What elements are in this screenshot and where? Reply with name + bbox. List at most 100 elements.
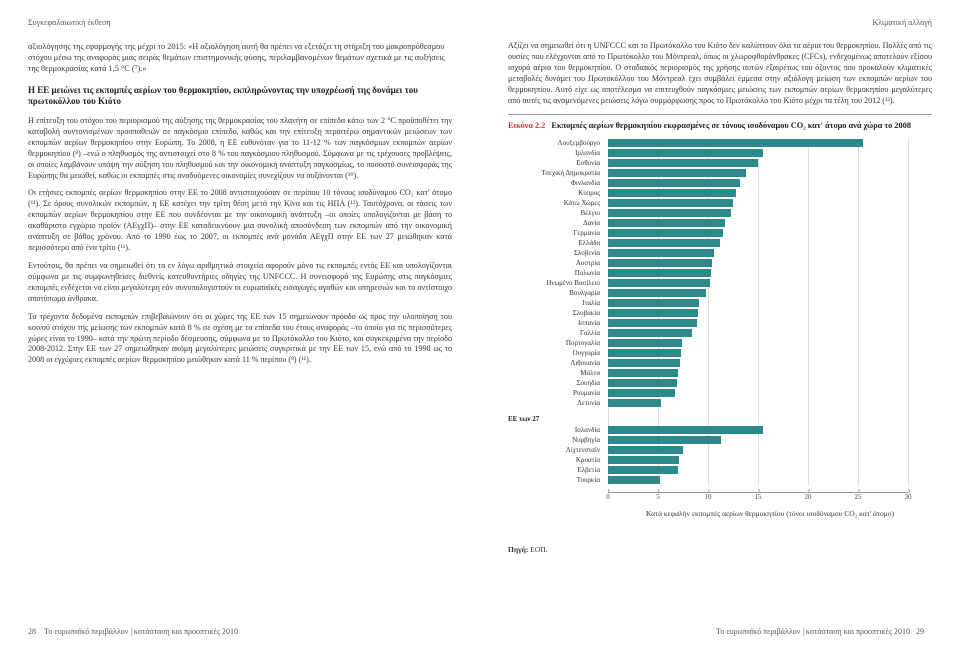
bar-rect	[608, 189, 736, 197]
bar-label: Ελβετία	[508, 466, 604, 475]
footer-text-right: Το ευρωπαϊκό περιβάλλον | κατάσταση και …	[716, 627, 910, 636]
bar-label: Κύπρος	[508, 189, 604, 198]
bar-row: Λουξεμβούργο	[608, 139, 932, 148]
bar-label: Ρουμανία	[508, 389, 604, 398]
bar-row: Τουρκία	[608, 476, 932, 485]
bar-row: Σουηδία	[608, 379, 932, 388]
bar-label: Νορβηγία	[508, 436, 604, 445]
bar-label: Σλοβενία	[508, 249, 604, 258]
bar-label: Γαλλία	[508, 329, 604, 338]
section-title: Η ΕΕ μειώνει τις εκπομπές αερίων του θερ…	[28, 85, 452, 108]
axis-tick: 10	[705, 493, 712, 501]
bar-rect	[608, 249, 714, 257]
bar-row: Κροατία	[608, 456, 932, 465]
bar-rect	[608, 466, 678, 474]
bar-label: Βουλγαρία	[508, 289, 604, 298]
bar-label: Ελλάδα	[508, 239, 604, 248]
bar-label: Τσεχική Δημοκρατία	[508, 169, 604, 178]
bar-row: Ηνωμένο Βασίλειο	[608, 279, 932, 288]
bar-row: Πολωνία	[608, 269, 932, 278]
bar-label: Πολωνία	[508, 269, 604, 278]
bar-row: Γαλλία	[608, 329, 932, 338]
bar-rect	[608, 299, 699, 307]
bar-rect	[608, 476, 660, 484]
bar-rect	[608, 219, 725, 227]
figure-box: Εικόνα 2.2 Εκπομπές αερίων θερμοκηπίου ε…	[508, 114, 932, 554]
bar-label: Εσθονία	[508, 159, 604, 168]
bar-label: Φινλανδία	[508, 179, 604, 188]
chart-bars: ΛουξεμβούργοΙρλανδίαΕσθονίαΤσεχική Δημοκ…	[608, 139, 932, 485]
bar-rect	[608, 259, 712, 267]
bar-rect	[608, 309, 698, 317]
bar-row: Ελλάδα	[608, 239, 932, 248]
chart-area: ΛουξεμβούργοΙρλανδίαΕσθονίαΤσεχική Δημοκ…	[508, 139, 932, 540]
bar-row: Σλοβακία	[608, 309, 932, 318]
bar-row: Φινλανδία	[608, 179, 932, 188]
figure-title-row: Εικόνα 2.2 Εκπομπές αερίων θερμοκηπίου ε…	[508, 121, 932, 131]
bar-label: Κροατία	[508, 456, 604, 465]
bar-label: Τουρκία	[508, 476, 604, 485]
axis-title: Κατά κεφαλήν εκπομπές αερίων θερμοκηπίου…	[608, 509, 932, 518]
bar-rect	[608, 436, 721, 444]
bar-row: Ιρλανδία	[608, 149, 932, 158]
bar-label: Μάλτα	[508, 369, 604, 378]
bar-rect	[608, 209, 731, 217]
footer-right: Το ευρωπαϊκό περιβάλλον | κατάσταση και …	[508, 627, 932, 636]
bar-label: Ιρλανδία	[508, 149, 604, 158]
intro-text: αξιολόγησης της εφαρμογής της μέχρι το 2…	[28, 41, 452, 75]
bar-label: Δανία	[508, 219, 604, 228]
figure-source: Πηγή: ΕΟΠ.	[508, 545, 932, 554]
group-label: ΕΕ των 27	[508, 415, 932, 423]
bar-rect	[608, 149, 763, 157]
bar-row: Μάλτα	[608, 369, 932, 378]
bar-label: Λετονία	[508, 399, 604, 408]
bar-row: Πορτογαλία	[608, 339, 932, 348]
bar-rect	[608, 456, 679, 464]
bar-rect	[608, 329, 692, 337]
page-left: Συγκεφαλαιωτική έκθεση αξιολόγησης της ε…	[0, 0, 480, 646]
source-value: ΕΟΠ.	[530, 545, 547, 554]
bar-row: Βουλγαρία	[608, 289, 932, 298]
bar-row: Εσθονία	[608, 159, 932, 168]
bar-row: Ρουμανία	[608, 389, 932, 398]
bar-rect	[608, 159, 758, 167]
bar-rect	[608, 359, 680, 367]
bar-label: Ηνωμένο Βασίλειο	[508, 279, 604, 288]
axis-tick: 15	[755, 493, 762, 501]
bar-label: Ισπανία	[508, 319, 604, 328]
figure-number: Εικόνα 2.2	[508, 121, 545, 131]
axis-tick: 5	[656, 493, 660, 501]
para-2: Οι ετήσιες εκπομπές αερίων θερμοκηπίου σ…	[28, 188, 452, 254]
axis-tick: 0	[606, 493, 610, 501]
bar-rect	[608, 339, 682, 347]
header-right: Κλιματική αλλαγή	[872, 18, 932, 27]
bar-rect	[608, 169, 746, 177]
bar-label: Λίχτενσταϊν	[508, 446, 604, 455]
bar-rect	[608, 199, 733, 207]
right-intro: Αξίζει να σημειωθεί ότι η UNFCCC και το …	[508, 41, 932, 107]
bar-group: ΛουξεμβούργοΙρλανδίαΕσθονίαΤσεχική Δημοκ…	[608, 139, 932, 408]
page-number-left: 28	[28, 627, 44, 636]
bar-row: Τσεχική Δημοκρατία	[608, 169, 932, 178]
header-row: Συγκεφαλαιωτική έκθεση	[28, 18, 452, 27]
axis-tick: 25	[855, 493, 862, 501]
header-left: Συγκεφαλαιωτική έκθεση	[28, 18, 111, 27]
page-right: Κλιματική αλλαγή Αξίζει να σημειωθεί ότι…	[480, 0, 960, 646]
bar-row: Κάτω Χώρες	[608, 199, 932, 208]
bar-group: ΙσλανδίαΝορβηγίαΛίχτενσταϊνΚροατίαΕλβετί…	[608, 426, 932, 485]
footer-left: 28 Το ευρωπαϊκό περιβάλλον | κατάσταση κ…	[28, 627, 452, 636]
bar-row: Νορβηγία	[608, 436, 932, 445]
bar-row: Λιθουανία	[608, 359, 932, 368]
para-3: Εντούτοις, θα πρέπει να σημειωθεί ότι τα…	[28, 261, 452, 305]
header-row-right: Κλιματική αλλαγή	[508, 18, 932, 27]
bar-row: Γερμανία	[608, 229, 932, 238]
figure-caption: Εκπομπές αερίων θερμοκηπίου εκφρασμένες …	[551, 121, 911, 131]
bar-rect	[608, 269, 711, 277]
bar-rect	[608, 279, 710, 287]
bar-label: Αυστρία	[508, 259, 604, 268]
bar-label: Ουγγαρία	[508, 349, 604, 358]
bar-label: Λιθουανία	[508, 359, 604, 368]
bar-rect	[608, 446, 683, 454]
bar-label: Σουηδία	[508, 379, 604, 388]
bar-rect	[608, 179, 740, 187]
